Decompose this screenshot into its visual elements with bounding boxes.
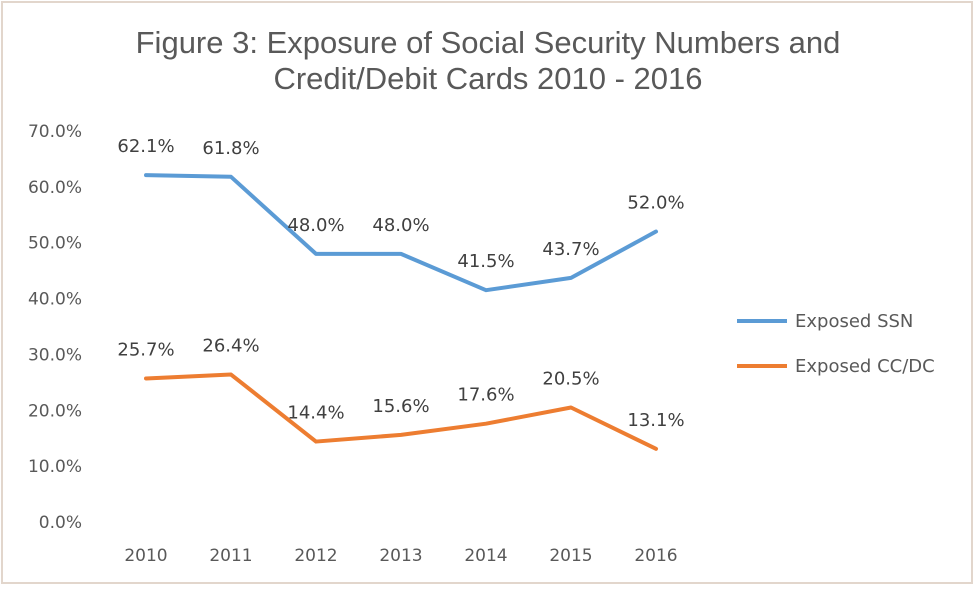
y-tick-label: 40.0% xyxy=(28,290,82,310)
x-tick-label: 2013 xyxy=(379,546,422,566)
y-tick-label: 70.0% xyxy=(28,122,82,142)
x-tick-label: 2011 xyxy=(209,546,252,566)
data-label: 14.4% xyxy=(287,403,344,424)
data-label: 62.1% xyxy=(117,136,174,157)
data-label: 26.4% xyxy=(202,336,259,357)
data-label: 25.7% xyxy=(117,339,174,360)
y-tick-label: 30.0% xyxy=(28,345,82,365)
x-tick-label: 2012 xyxy=(294,546,337,566)
data-label: 17.6% xyxy=(457,385,514,406)
data-label: 48.0% xyxy=(287,215,344,236)
x-tick-label: 2010 xyxy=(124,546,167,566)
y-tick-label: 0.0% xyxy=(39,513,82,533)
data-label: 20.5% xyxy=(542,368,599,389)
y-tick-label: 60.0% xyxy=(28,178,82,198)
chart-title-line-2: Credit/Debit Cards 2010 - 2016 xyxy=(273,61,702,96)
x-tick-label: 2016 xyxy=(634,546,677,566)
x-tick-label: 2014 xyxy=(464,546,507,566)
legend-item: Exposed SSN xyxy=(737,311,913,332)
legend-label: Exposed SSN xyxy=(795,311,913,332)
data-labels: 62.1% 61.8% 48.0% 48.0% 41.5% 43.7% 52.0% 25.7%… xyxy=(117,136,684,431)
legend: Exposed SSN Exposed CC/DC xyxy=(737,311,935,377)
legend-label: Exposed CC/DC xyxy=(795,356,935,377)
data-label: 15.6% xyxy=(372,396,429,417)
series-line-exposed-cc-dc xyxy=(144,372,658,451)
y-tick-label: 50.0% xyxy=(28,234,82,254)
series-layer xyxy=(144,173,658,451)
data-label: 41.5% xyxy=(457,251,514,272)
legend-item: Exposed CC/DC xyxy=(737,356,935,377)
x-axis: 2010 2011 2012 2013 2014 2015 2016 xyxy=(124,546,677,566)
y-tick-label: 20.0% xyxy=(28,401,82,421)
chart-title: Figure 3: Exposure of Social Security Nu… xyxy=(136,25,841,96)
series-line-exposed-ssn xyxy=(144,173,658,293)
y-tick-label: 10.0% xyxy=(28,457,82,477)
data-label: 13.1% xyxy=(627,410,684,431)
data-label: 48.0% xyxy=(372,215,429,236)
data-label: 52.0% xyxy=(627,193,684,214)
data-label: 43.7% xyxy=(542,239,599,260)
x-tick-label: 2015 xyxy=(549,546,592,566)
chart-title-line-1: Figure 3: Exposure of Social Security Nu… xyxy=(136,25,841,60)
y-axis: 0.0% 10.0% 20.0% 30.0% 40.0% 50.0% 60.0% 70.0% xyxy=(28,122,82,533)
data-label: 61.8% xyxy=(202,138,259,159)
